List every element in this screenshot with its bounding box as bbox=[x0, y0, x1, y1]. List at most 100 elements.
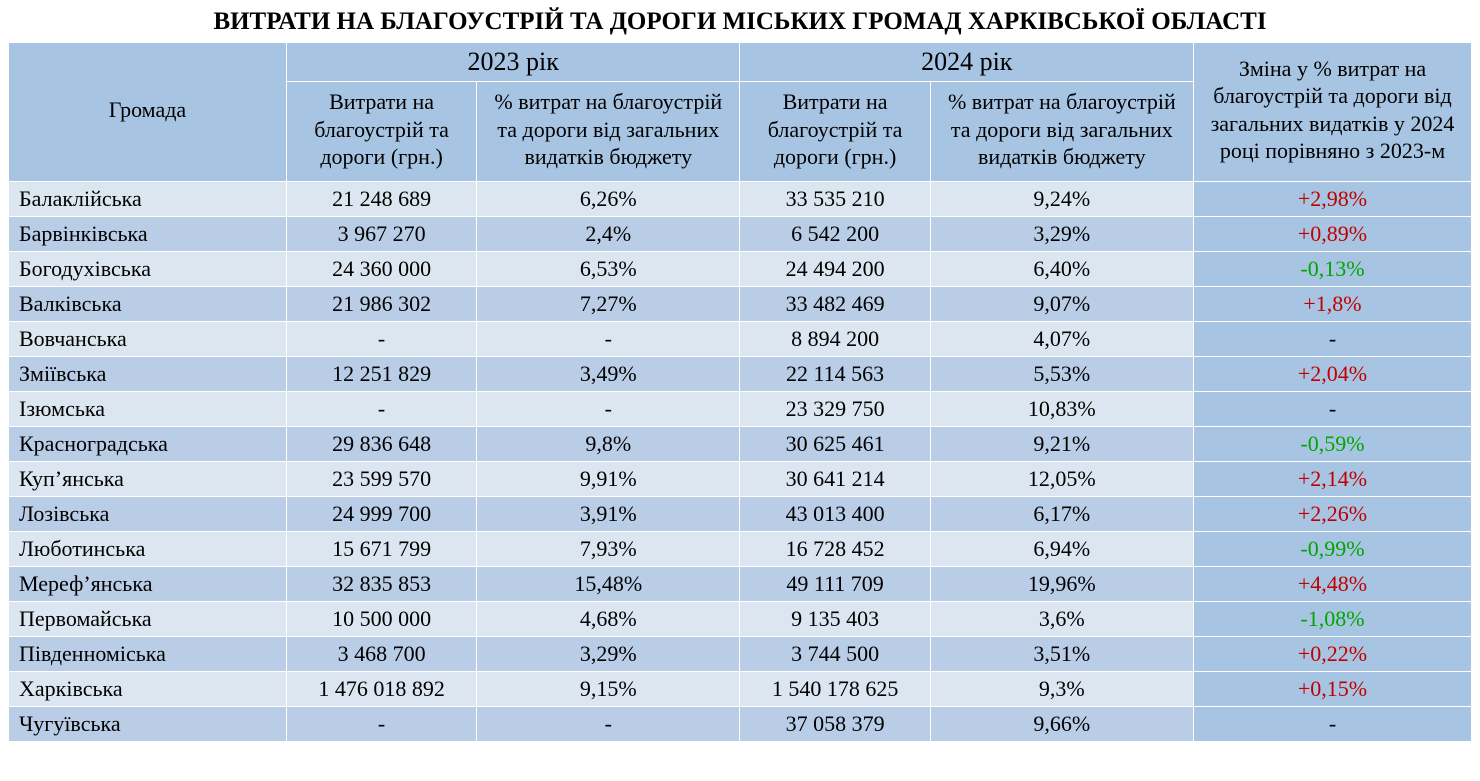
cell-pct-2024: 10,83% bbox=[930, 391, 1193, 426]
cell-community: Барвінківська bbox=[9, 216, 287, 251]
cell-pct-2023: 4,68% bbox=[477, 601, 740, 636]
cell-change: - bbox=[1194, 321, 1472, 356]
cell-change: - bbox=[1194, 706, 1472, 741]
col-year-2024: 2024 рік bbox=[740, 43, 1194, 82]
cell-exp-2024: 3 744 500 bbox=[740, 636, 930, 671]
cell-exp-2024: 23 329 750 bbox=[740, 391, 930, 426]
cell-pct-2024: 9,3% bbox=[930, 671, 1193, 706]
cell-exp-2024: 30 641 214 bbox=[740, 461, 930, 496]
cell-pct-2024: 3,29% bbox=[930, 216, 1193, 251]
cell-community: Чугуївська bbox=[9, 706, 287, 741]
table-body: Балаклійська21 248 6896,26%33 535 2109,2… bbox=[9, 181, 1472, 741]
cell-community: Мереф’янська bbox=[9, 566, 287, 601]
cell-change: +0,89% bbox=[1194, 216, 1472, 251]
col-pct-2024: % витрат на благоустрій та дороги від за… bbox=[930, 82, 1193, 182]
cell-pct-2023: 7,93% bbox=[477, 531, 740, 566]
cell-exp-2024: 33 482 469 bbox=[740, 286, 930, 321]
cell-pct-2023: 9,91% bbox=[477, 461, 740, 496]
table-row: Зміївська12 251 8293,49%22 114 5635,53%+… bbox=[9, 356, 1472, 391]
cell-exp-2023: 24 999 700 bbox=[286, 496, 476, 531]
cell-pct-2024: 9,66% bbox=[930, 706, 1193, 741]
cell-exp-2023: 21 248 689 bbox=[286, 181, 476, 216]
cell-exp-2024: 33 535 210 bbox=[740, 181, 930, 216]
cell-exp-2023: 3 967 270 bbox=[286, 216, 476, 251]
cell-pct-2023: - bbox=[477, 321, 740, 356]
table-header-row-1: Громада 2023 рік 2024 рік Зміна у % витр… bbox=[9, 43, 1472, 82]
cell-community: Зміївська bbox=[9, 356, 287, 391]
cell-community: Первомайська bbox=[9, 601, 287, 636]
col-change: Зміна у % витрат на благоустрій та дорог… bbox=[1194, 43, 1472, 182]
cell-exp-2023: 32 835 853 bbox=[286, 566, 476, 601]
cell-pct-2023: 3,91% bbox=[477, 496, 740, 531]
cell-pct-2023: 7,27% bbox=[477, 286, 740, 321]
cell-change: - bbox=[1194, 391, 1472, 426]
cell-pct-2023: 2,4% bbox=[477, 216, 740, 251]
cell-pct-2024: 3,6% bbox=[930, 601, 1193, 636]
cell-pct-2024: 12,05% bbox=[930, 461, 1193, 496]
cell-pct-2024: 9,21% bbox=[930, 426, 1193, 461]
cell-change: +0,22% bbox=[1194, 636, 1472, 671]
table-row: Люботинська15 671 7997,93%16 728 4526,94… bbox=[9, 531, 1472, 566]
cell-pct-2024: 9,24% bbox=[930, 181, 1193, 216]
cell-exp-2024: 49 111 709 bbox=[740, 566, 930, 601]
cell-exp-2023: 3 468 700 bbox=[286, 636, 476, 671]
cell-pct-2024: 3,51% bbox=[930, 636, 1193, 671]
cell-exp-2023: 23 599 570 bbox=[286, 461, 476, 496]
table-row: Ізюмська--23 329 75010,83%- bbox=[9, 391, 1472, 426]
cell-exp-2024: 30 625 461 bbox=[740, 426, 930, 461]
cell-community: Вовчанська bbox=[9, 321, 287, 356]
cell-pct-2024: 6,40% bbox=[930, 251, 1193, 286]
table-row: Мереф’янська32 835 85315,48%49 111 70919… bbox=[9, 566, 1472, 601]
table-row: Лозівська24 999 7003,91%43 013 4006,17%+… bbox=[9, 496, 1472, 531]
col-community: Громада bbox=[9, 43, 287, 182]
expenses-table: Громада 2023 рік 2024 рік Зміна у % витр… bbox=[8, 42, 1472, 742]
cell-community: Люботинська bbox=[9, 531, 287, 566]
cell-community: Балаклійська bbox=[9, 181, 287, 216]
cell-pct-2024: 19,96% bbox=[930, 566, 1193, 601]
cell-community: Харківська bbox=[9, 671, 287, 706]
cell-change: +2,26% bbox=[1194, 496, 1472, 531]
cell-change: +0,15% bbox=[1194, 671, 1472, 706]
col-pct-2023: % витрат на благоустрій та дороги від за… bbox=[477, 82, 740, 182]
cell-exp-2024: 1 540 178 625 bbox=[740, 671, 930, 706]
cell-exp-2023: 21 986 302 bbox=[286, 286, 476, 321]
cell-exp-2024: 43 013 400 bbox=[740, 496, 930, 531]
cell-exp-2024: 8 894 200 bbox=[740, 321, 930, 356]
cell-change: +2,04% bbox=[1194, 356, 1472, 391]
table-row: Балаклійська21 248 6896,26%33 535 2109,2… bbox=[9, 181, 1472, 216]
cell-exp-2024: 6 542 200 bbox=[740, 216, 930, 251]
cell-pct-2023: - bbox=[477, 706, 740, 741]
cell-community: Лозівська bbox=[9, 496, 287, 531]
table-row: Харківська1 476 018 8929,15%1 540 178 62… bbox=[9, 671, 1472, 706]
cell-pct-2023: 15,48% bbox=[477, 566, 740, 601]
cell-change: -0,99% bbox=[1194, 531, 1472, 566]
table-row: Красноградська29 836 6489,8%30 625 4619,… bbox=[9, 426, 1472, 461]
col-year-2023: 2023 рік bbox=[286, 43, 740, 82]
cell-exp-2024: 24 494 200 bbox=[740, 251, 930, 286]
table-row: Куп’янська23 599 5709,91%30 641 21412,05… bbox=[9, 461, 1472, 496]
cell-pct-2023: 9,15% bbox=[477, 671, 740, 706]
cell-pct-2023: 6,26% bbox=[477, 181, 740, 216]
table-row: Первомайська10 500 0004,68%9 135 4033,6%… bbox=[9, 601, 1472, 636]
cell-exp-2023: - bbox=[286, 391, 476, 426]
cell-pct-2023: 6,53% bbox=[477, 251, 740, 286]
cell-pct-2024: 4,07% bbox=[930, 321, 1193, 356]
cell-exp-2023: 29 836 648 bbox=[286, 426, 476, 461]
cell-exp-2023: 10 500 000 bbox=[286, 601, 476, 636]
cell-exp-2023: - bbox=[286, 706, 476, 741]
cell-community: Богодухівська bbox=[9, 251, 287, 286]
cell-change: +1,8% bbox=[1194, 286, 1472, 321]
cell-pct-2024: 9,07% bbox=[930, 286, 1193, 321]
cell-change: -0,59% bbox=[1194, 426, 1472, 461]
cell-exp-2023: - bbox=[286, 321, 476, 356]
table-row: Богодухівська24 360 0006,53%24 494 2006,… bbox=[9, 251, 1472, 286]
cell-change: +2,98% bbox=[1194, 181, 1472, 216]
cell-change: +2,14% bbox=[1194, 461, 1472, 496]
cell-community: Ізюмська bbox=[9, 391, 287, 426]
col-exp-2023: Витрати на благоустрій та дороги (грн.) bbox=[286, 82, 476, 182]
cell-community: Красноградська bbox=[9, 426, 287, 461]
cell-change: -0,13% bbox=[1194, 251, 1472, 286]
cell-pct-2024: 5,53% bbox=[930, 356, 1193, 391]
table-row: Вовчанська--8 894 2004,07%- bbox=[9, 321, 1472, 356]
cell-change: +4,48% bbox=[1194, 566, 1472, 601]
